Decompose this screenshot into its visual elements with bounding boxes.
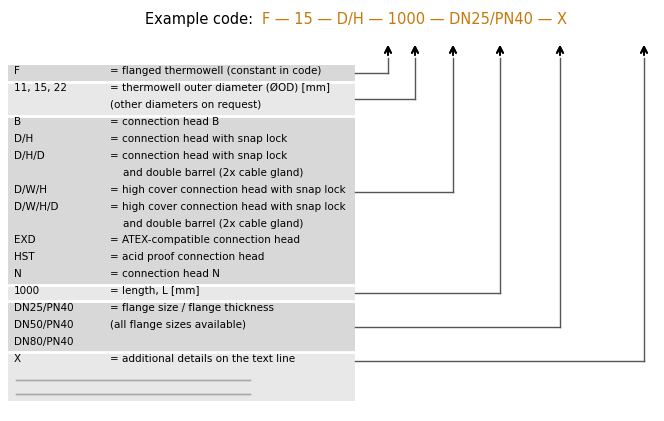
Text: DN80/PN40: DN80/PN40: [14, 337, 74, 347]
Text: = flange size / flange thickness: = flange size / flange thickness: [110, 303, 274, 313]
Text: and double barrel (2x cable gland): and double barrel (2x cable gland): [110, 218, 303, 229]
Text: = connection head N: = connection head N: [110, 269, 220, 279]
Text: F: F: [14, 67, 20, 77]
Text: = length, L [mm]: = length, L [mm]: [110, 286, 199, 296]
Text: DN25/PN40: DN25/PN40: [14, 303, 74, 313]
Text: D/H/D: D/H/D: [14, 151, 44, 161]
Text: 1000: 1000: [14, 286, 40, 296]
Text: D/W/H/D: D/W/H/D: [14, 202, 58, 212]
Text: F — 15 — D/H — 1000 — DN25/PN40 — X: F — 15 — D/H — 1000 — DN25/PN40 — X: [262, 12, 567, 27]
Text: = ATEX-compatible connection head: = ATEX-compatible connection head: [110, 235, 300, 245]
Text: HST: HST: [14, 252, 35, 262]
Text: D/H: D/H: [14, 134, 33, 144]
Bar: [8, 82, 355, 116]
Bar: [8, 285, 355, 301]
Text: Example code:: Example code:: [145, 12, 262, 27]
Text: = high cover connection head with snap lock: = high cover connection head with snap l…: [110, 202, 346, 212]
Text: = connection head with snap lock: = connection head with snap lock: [110, 134, 288, 144]
Text: and double barrel (2x cable gland): and double barrel (2x cable gland): [110, 168, 303, 178]
Bar: [8, 116, 355, 285]
Bar: [8, 301, 355, 352]
Text: (all flange sizes available): (all flange sizes available): [110, 320, 246, 330]
Text: = high cover connection head with snap lock: = high cover connection head with snap l…: [110, 185, 346, 195]
Bar: [8, 352, 355, 369]
Bar: [8, 65, 355, 82]
Text: B: B: [14, 117, 21, 127]
Bar: [8, 369, 355, 401]
Text: D/W/H: D/W/H: [14, 185, 47, 195]
Text: = connection head B: = connection head B: [110, 117, 219, 127]
Text: = connection head with snap lock: = connection head with snap lock: [110, 151, 288, 161]
Text: 11, 15, 22: 11, 15, 22: [14, 83, 67, 93]
Text: N: N: [14, 269, 22, 279]
Text: DN50/PN40: DN50/PN40: [14, 320, 74, 330]
Text: = thermowell outer diameter (ØOD) [mm]: = thermowell outer diameter (ØOD) [mm]: [110, 83, 330, 93]
Text: EXD: EXD: [14, 235, 36, 245]
Text: X: X: [14, 354, 21, 364]
Text: = additional details on the text line: = additional details on the text line: [110, 354, 295, 364]
Text: (other diameters on request): (other diameters on request): [110, 100, 261, 110]
Text: = acid proof connection head: = acid proof connection head: [110, 252, 264, 262]
Text: = flanged thermowell (constant in code): = flanged thermowell (constant in code): [110, 67, 321, 77]
